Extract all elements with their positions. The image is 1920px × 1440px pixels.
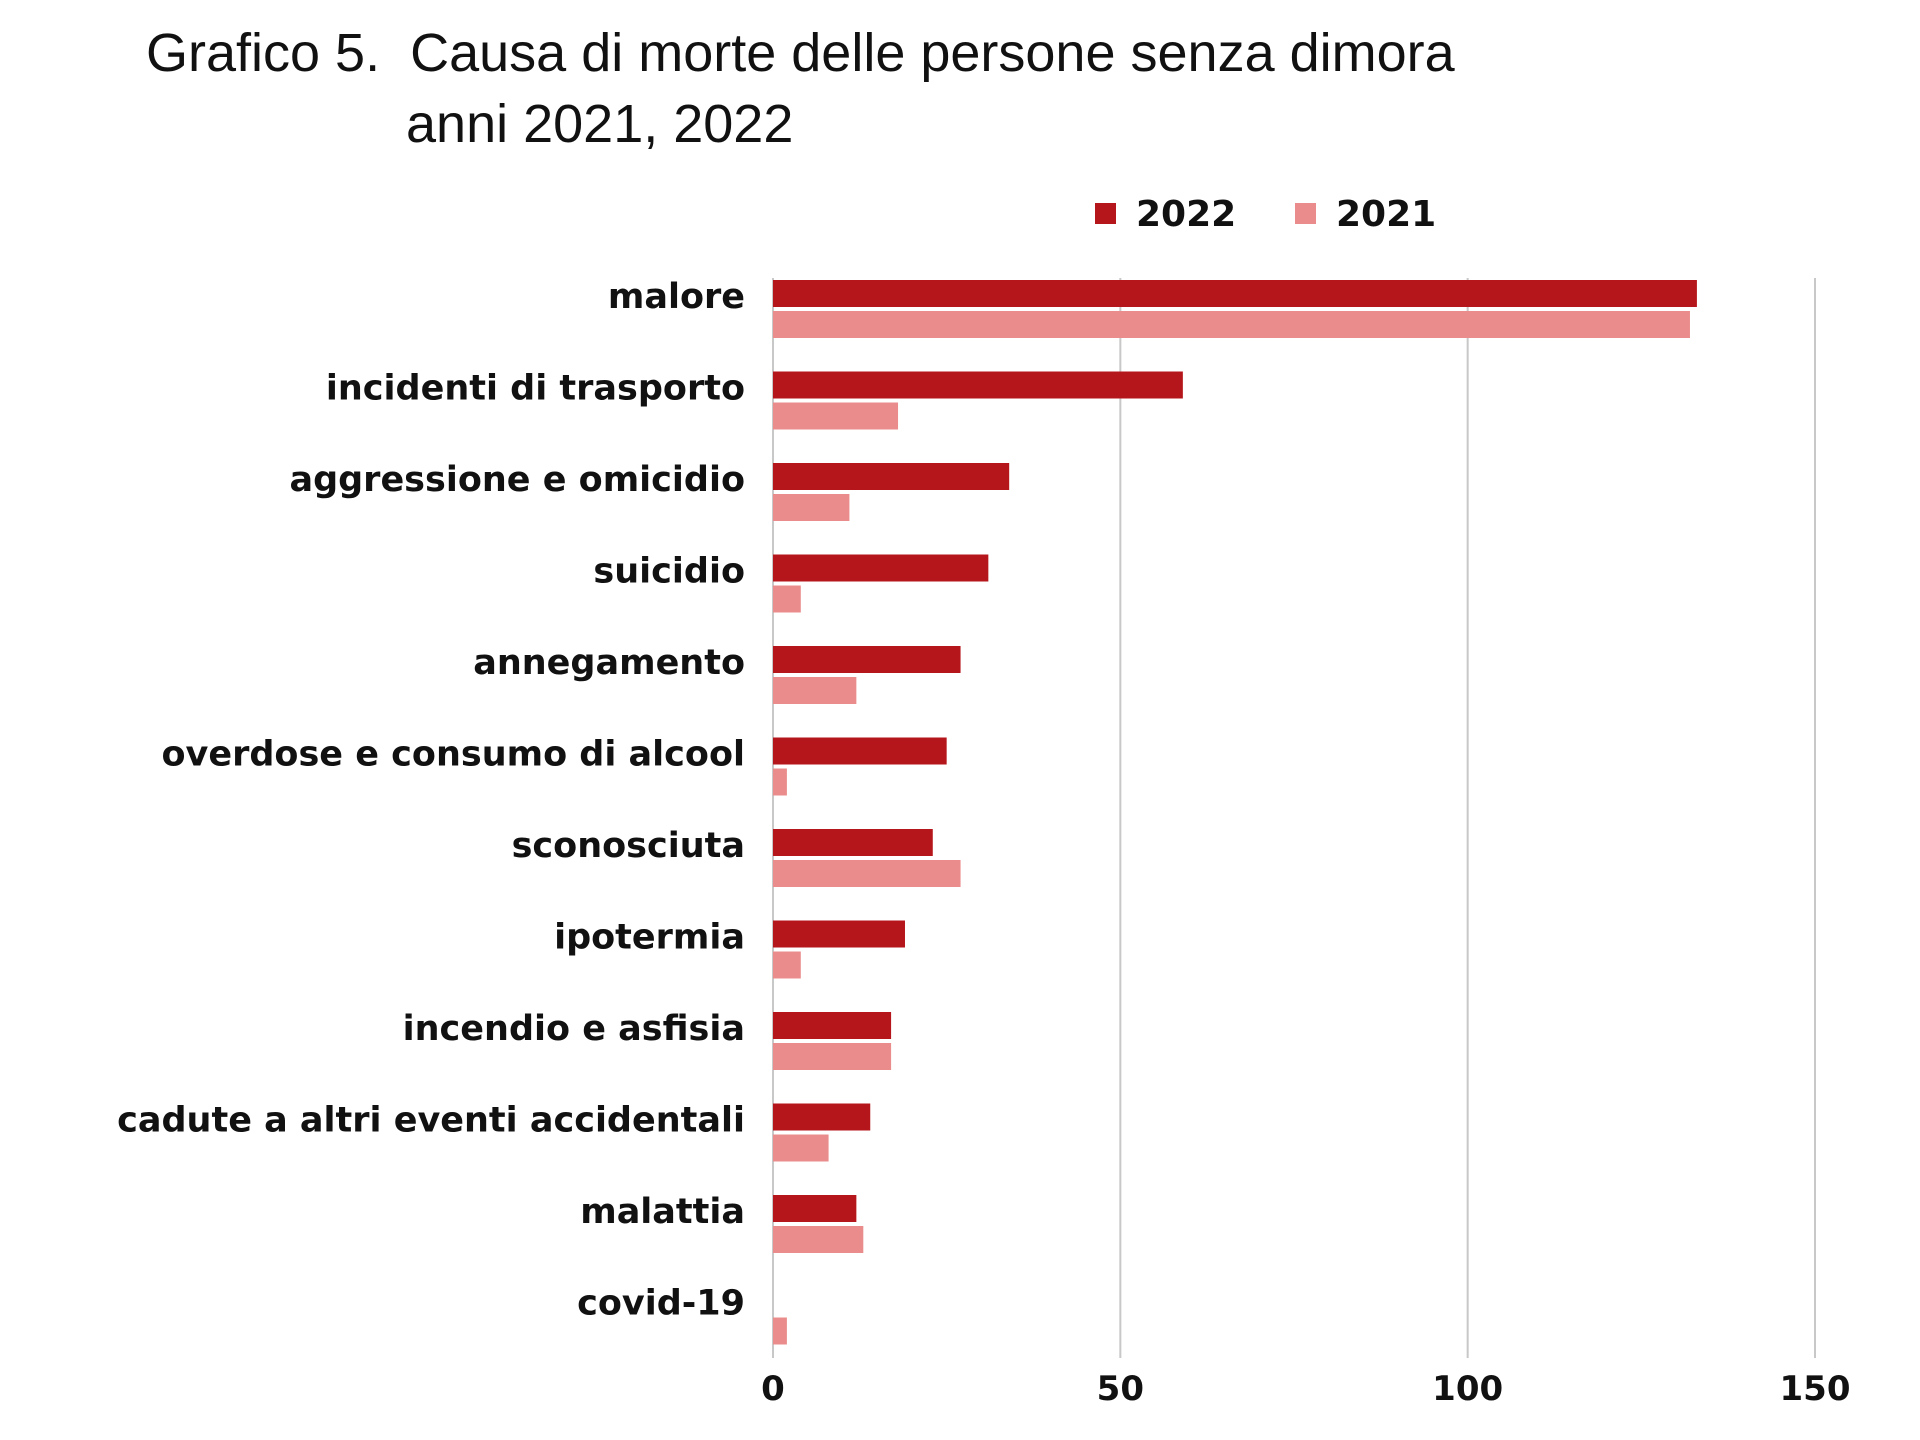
bars (773, 280, 1697, 1345)
bar-2022-6 (773, 829, 933, 856)
bar-2021-3 (773, 585, 801, 613)
bar-2021-0 (773, 311, 1690, 338)
category-label: malattia (580, 1192, 745, 1232)
category-label: suicidio (593, 552, 745, 592)
category-label: cadute a altri eventi accidentali (117, 1101, 745, 1141)
legend-label-2022: 2022 (1136, 194, 1236, 235)
legend-swatch-2021 (1295, 203, 1316, 224)
category-labels: malore incidenti di trasporto aggressione … (117, 277, 745, 1324)
category-label: aggressione e omicidio (289, 460, 745, 500)
x-tick-labels: 0 50 100 150 (761, 1369, 1850, 1409)
bar-2021-9 (773, 1134, 829, 1162)
legend-label-2021: 2021 (1336, 194, 1436, 235)
chart-title-line-2: anni 2021, 2022 (406, 94, 794, 154)
bar-2021-7 (773, 951, 801, 979)
x-tick-label: 50 (1097, 1369, 1144, 1409)
bar-2022-4 (773, 646, 961, 673)
bar-2022-7 (773, 920, 905, 948)
legend-swatch-2022 (1095, 203, 1116, 224)
category-label: incidenti di trasporto (326, 369, 745, 409)
bar-2022-1 (773, 371, 1183, 399)
category-label: incendio e asfisia (403, 1009, 745, 1049)
category-label: covid-19 (577, 1284, 745, 1324)
bar-2022-0 (773, 280, 1697, 307)
bar-2021-4 (773, 677, 857, 704)
category-label: malore (608, 277, 745, 317)
bar-2021-1 (773, 402, 899, 430)
legend: 2022 2021 (1095, 194, 1436, 235)
bar-2022-2 (773, 463, 1010, 490)
bar-2021-10 (773, 1226, 864, 1253)
x-tick-label: 0 (761, 1369, 785, 1409)
bar-2021-5 (773, 768, 787, 796)
category-label: sconosciuta (512, 826, 745, 866)
category-label: ipotermia (554, 918, 745, 958)
bar-2022-10 (773, 1195, 857, 1222)
chart-title-line-1: Grafico 5. Causa di morte delle persone … (146, 23, 1455, 83)
bar-2022-3 (773, 554, 989, 582)
bar-2021-11 (773, 1317, 787, 1345)
bar-2021-6 (773, 860, 961, 887)
bar-2021-2 (773, 494, 850, 521)
bar-2021-8 (773, 1043, 892, 1070)
x-tick-label: 150 (1780, 1369, 1851, 1409)
category-label: annegamento (473, 643, 745, 683)
bar-2022-8 (773, 1012, 892, 1039)
grid-lines (772, 278, 1816, 1358)
bar-2022-9 (773, 1103, 871, 1131)
category-label: overdose e consumo di alcool (162, 735, 745, 775)
bar-2022-5 (773, 737, 947, 765)
x-tick-label: 100 (1432, 1369, 1503, 1409)
